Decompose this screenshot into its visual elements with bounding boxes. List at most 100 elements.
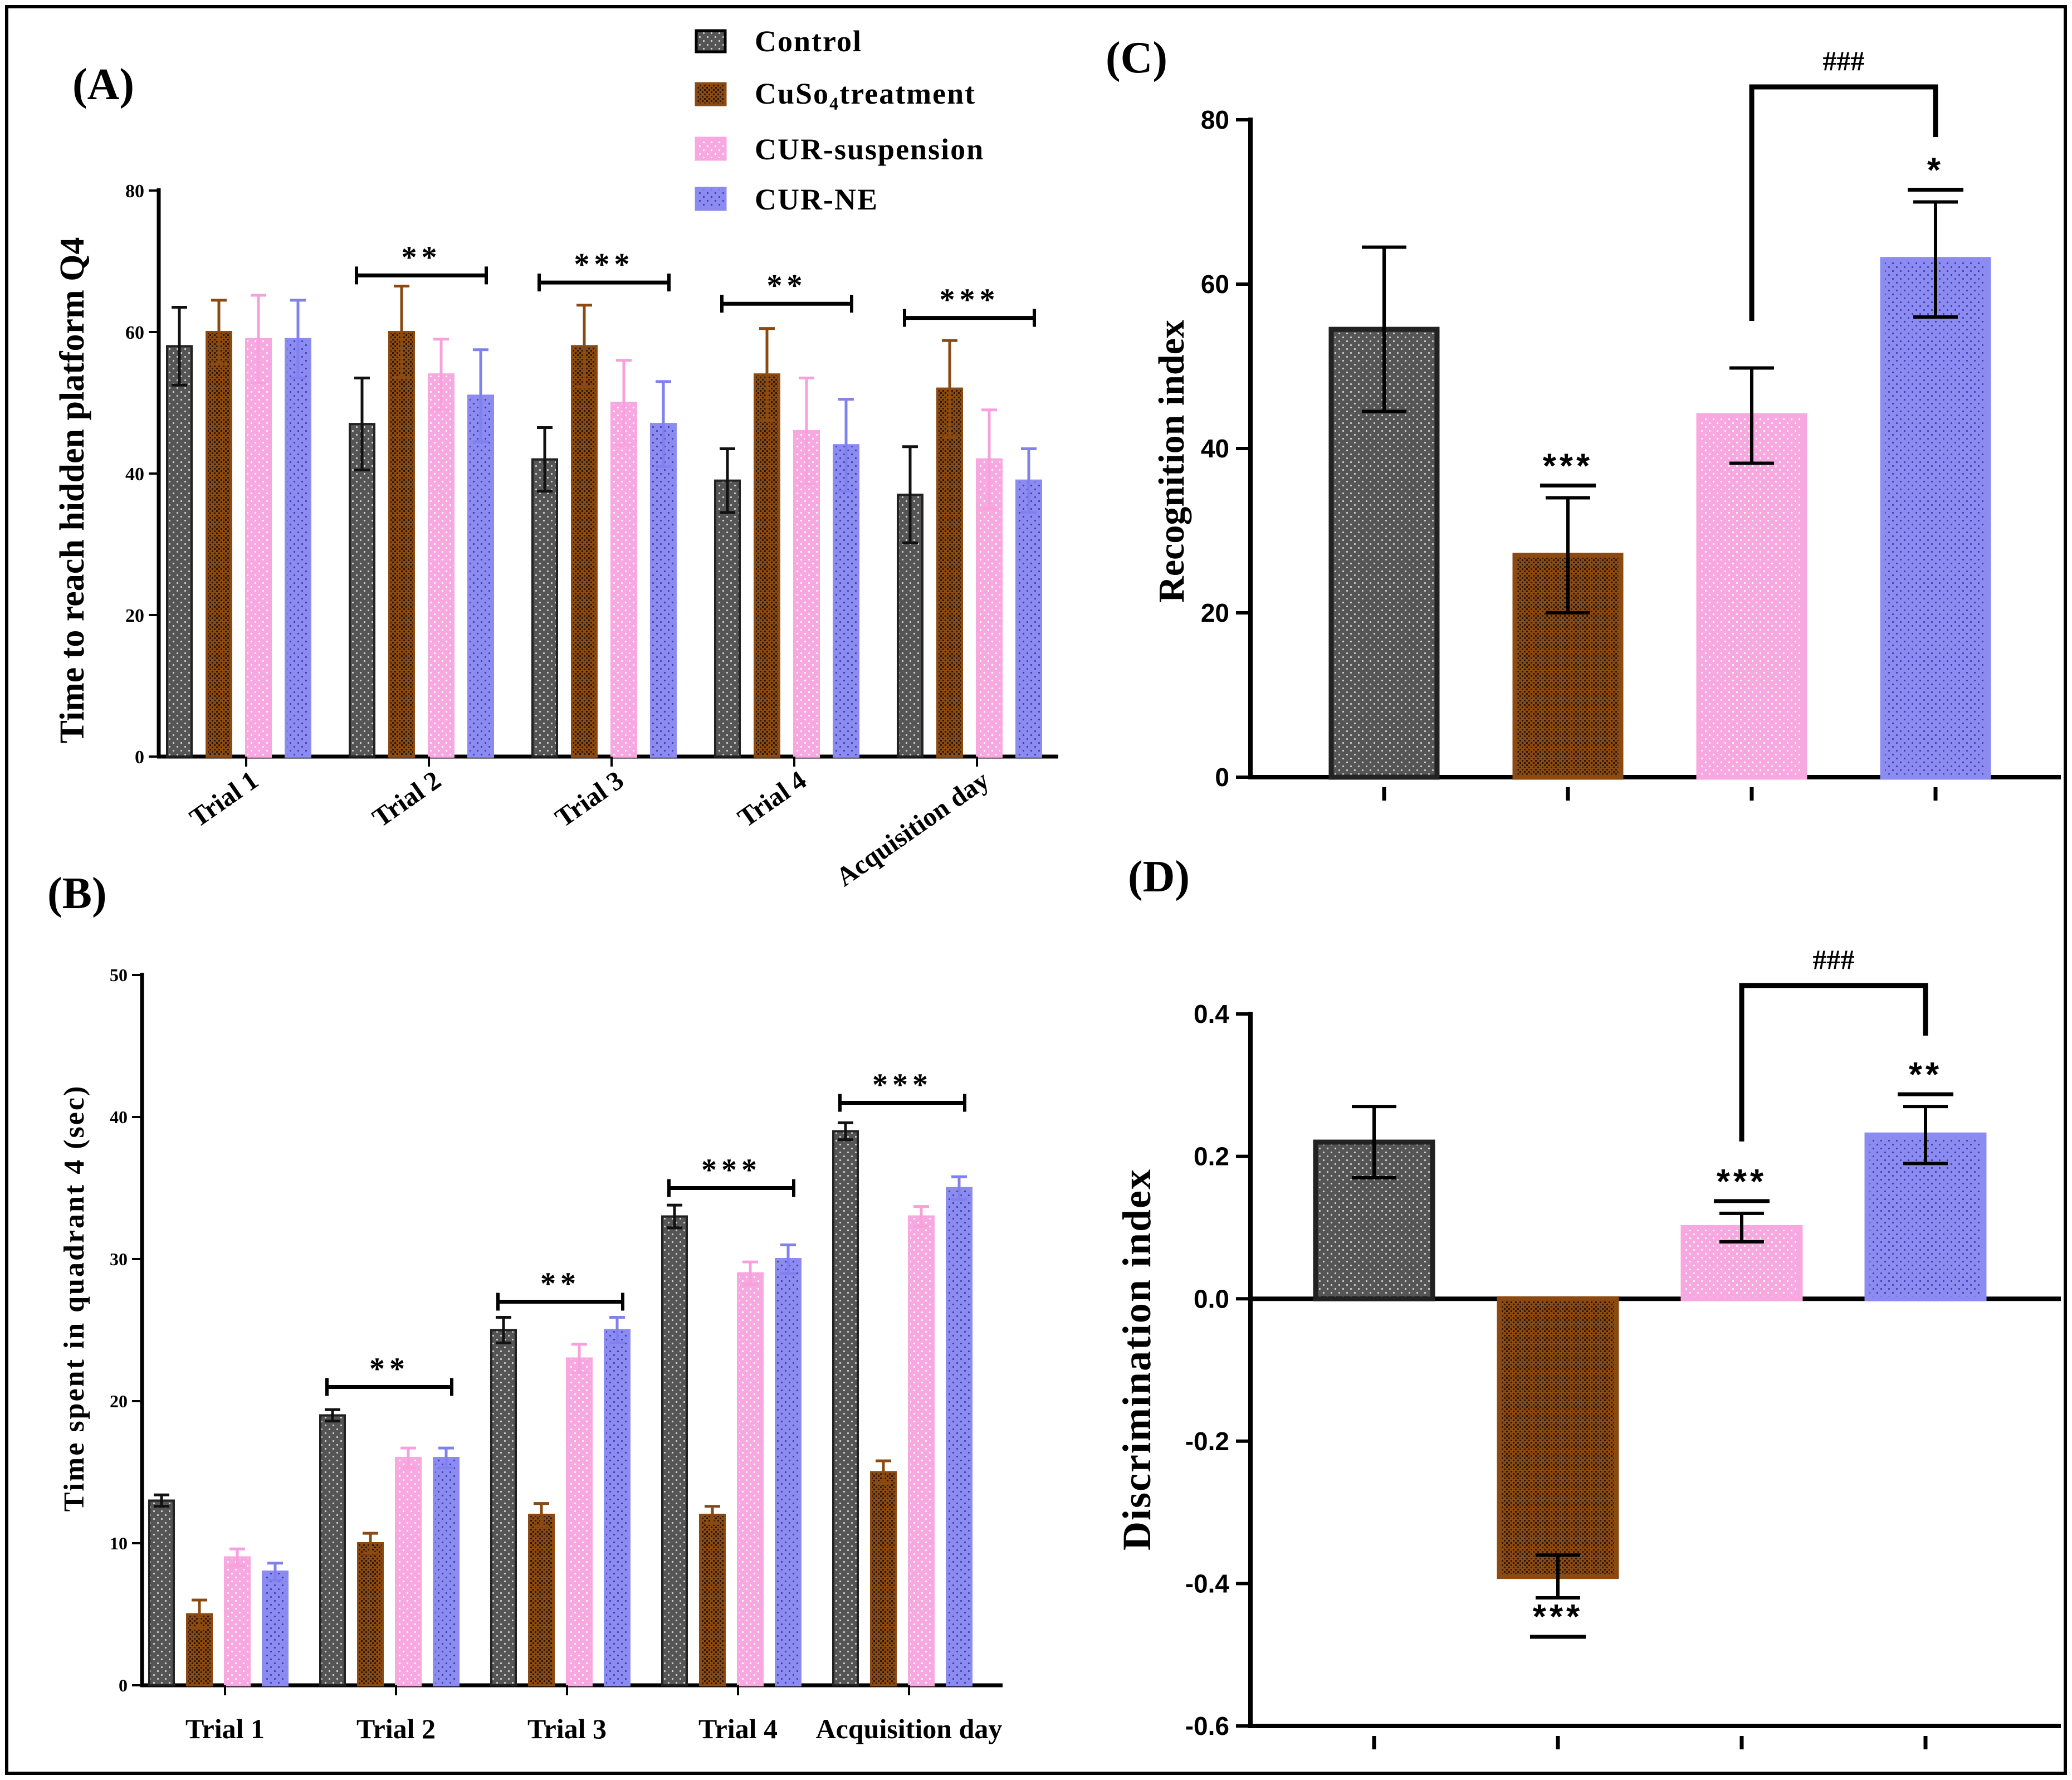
panel-a-bar-cur-ne [650, 423, 677, 758]
panel-a-bar-control [531, 458, 558, 758]
panel-a-bar-cur-suspension [793, 430, 820, 758]
panel-b-bar-cuso-treatment [528, 1514, 555, 1686]
panel-c-bar-cur-ne [1880, 257, 1991, 780]
panel-a-bar-control [714, 479, 741, 758]
panel-a-y-tick-label: 20 [125, 606, 144, 626]
panel-d-y-tick-label: -0.6 [1185, 1711, 1229, 1740]
panel-b-bar-cur-ne [604, 1329, 631, 1686]
panel-c-bar-cur-suspension [1696, 413, 1807, 780]
panel-b-bar-cur-ne [262, 1571, 289, 1686]
panel-c-comparison-label: ### [1823, 45, 1865, 76]
panel-b-y-tick-label: 40 [110, 1107, 128, 1127]
panel-b-significance-label: ** [369, 1352, 409, 1387]
panel-b-y-tick-label: 20 [110, 1391, 128, 1411]
panel-d-significance-label: ** [1909, 1056, 1942, 1094]
panel-a-bar-control [349, 423, 375, 758]
legend-swatch-control [695, 29, 727, 53]
legend-swatch-cuso4 [695, 82, 727, 106]
panel-label-b: (B) [47, 869, 107, 918]
panel-a-category-label: Acquisition day [831, 765, 995, 893]
panel-a-category-label: Trial 4 [732, 765, 812, 833]
panel-a-bar-cuso-treatment [206, 331, 232, 758]
legend-label-cur-ne: CUR-NE [755, 183, 878, 216]
legend-swatch-cur-suspension [695, 136, 727, 161]
panel-c-ylabel: Recognition index [1151, 320, 1192, 603]
panel-b-significance-label: *** [872, 1068, 932, 1103]
panel-b-category-label: Acquisition day [816, 1713, 1003, 1744]
panel-b: 0 10 20 30 40 50 Trial 1 Trial 2 Trial 3 Trial 4 A… [110, 965, 1003, 1744]
panel-a-bar-cuso-treatment [754, 373, 780, 758]
panel-label-c: (C) [1106, 33, 1167, 82]
legend-label-control: Control [755, 25, 862, 58]
panel-a-bar-cur-ne [467, 394, 494, 758]
panel-d-y-tick-label: 0.2 [1194, 1142, 1229, 1171]
panel-a-significance-label: *** [940, 283, 1000, 318]
panel-a-ylabel: Time to reach hidden platform Q4 [53, 237, 91, 744]
panel-b-category-label: Trial 1 [185, 1713, 265, 1744]
panel-d-significance-label: *** [1717, 1163, 1767, 1201]
panel-b-bar-cur-suspension [908, 1215, 935, 1686]
panel-b-category-label: Trial 3 [527, 1713, 607, 1744]
panel-d-comparison-label: ### [1813, 944, 1855, 975]
panel-a-bar-cur-ne [1015, 479, 1042, 758]
panel-a-significance-label: ** [402, 240, 442, 275]
legend-label-cur-suspension: CUR-suspension [755, 133, 984, 166]
panel-c-y-tick-label: 80 [1201, 105, 1229, 134]
panel-a-category-label: Trial 3 [550, 765, 629, 833]
panel-a-y-tick-label: 80 [125, 181, 144, 202]
panel-a-category-label: Trial 1 [184, 765, 263, 833]
panel-a: 0 20 40 60 80 Trial 1 Trial 2 Trial 3 Trial 4 Acq… [125, 181, 1058, 892]
panel-b-bar-control [319, 1414, 346, 1686]
panel-b-bar-cur-suspension [737, 1272, 764, 1686]
panel-a-bar-cur-ne [285, 338, 311, 758]
panel-a-y-tick-label: 40 [125, 464, 144, 485]
panel-a-bar-cur-suspension [245, 338, 272, 758]
panel-b-bar-control [661, 1215, 688, 1686]
panel-a-y-tick-label: 60 [125, 323, 144, 343]
panel-c-y-tick-label: 0 [1215, 763, 1229, 792]
panel-b-bar-control [832, 1130, 859, 1686]
panel-a-bar-cur-suspension [610, 402, 637, 758]
panel-label-d: (D) [1128, 852, 1190, 901]
legend: Control CuSo₄treatment CUR-suspension CU… [695, 25, 984, 216]
panel-b-category-label: Trial 4 [698, 1713, 778, 1744]
panel-c-significance-label: *** [1543, 447, 1593, 486]
panel-b-category-label: Trial 2 [356, 1713, 436, 1744]
panel-b-y-tick-label: 10 [110, 1533, 128, 1553]
panel-c-comparison-bracket [1749, 84, 1938, 321]
panel-a-bar-cuso-treatment [571, 345, 598, 758]
figure-border [5, 5, 2067, 1775]
panel-b-y-tick-label: 0 [119, 1675, 128, 1695]
panel-d-comparison-bracket [1739, 983, 1928, 1142]
panel-b-bar-cur-ne [946, 1187, 973, 1686]
panel-d-y-tick-label: 0.0 [1194, 1284, 1229, 1313]
panel-b-bar-cur-suspension [566, 1357, 593, 1686]
panel-b-y-tick-label: 50 [110, 965, 128, 985]
legend-label-cuso4: CuSo₄treatment [755, 77, 976, 110]
panel-b-bar-control [148, 1499, 175, 1686]
panel-b-significance-label: *** [701, 1153, 761, 1188]
panel-b-bar-cuso-treatment [870, 1471, 897, 1686]
panel-b-bar-cur-suspension [224, 1556, 251, 1686]
panel-c-y-tick-label: 60 [1201, 270, 1229, 299]
panel-label-a: (A) [72, 60, 134, 109]
panel-c-y-tick-label: 40 [1201, 434, 1229, 463]
panel-a-bar-cuso-treatment [388, 331, 415, 758]
panel-a-significance-label: *** [574, 247, 634, 282]
panel-d-significance-label: *** [1533, 1598, 1583, 1636]
panel-d-y-tick-label: -0.2 [1185, 1427, 1229, 1456]
panel-b-bar-control [490, 1329, 517, 1686]
panel-a-bar-control [166, 345, 193, 758]
panel-d-bar-cuso-treatment [1497, 1296, 1619, 1579]
panel-b-bar-cuso-treatment [699, 1514, 726, 1686]
panel-a-bar-cur-suspension [428, 373, 455, 758]
panel-d-ylabel: Discrimination index [1115, 1168, 1159, 1550]
panel-a-category-label: Trial 2 [367, 765, 446, 833]
panel-a-y-tick-label: 0 [135, 747, 144, 768]
panel-d-y-tick-label: -0.4 [1185, 1569, 1230, 1598]
panel-c-significance-label: * [1927, 152, 1944, 190]
panel-b-bar-cur-suspension [395, 1457, 422, 1686]
panel-b-significance-label: ** [540, 1267, 580, 1301]
